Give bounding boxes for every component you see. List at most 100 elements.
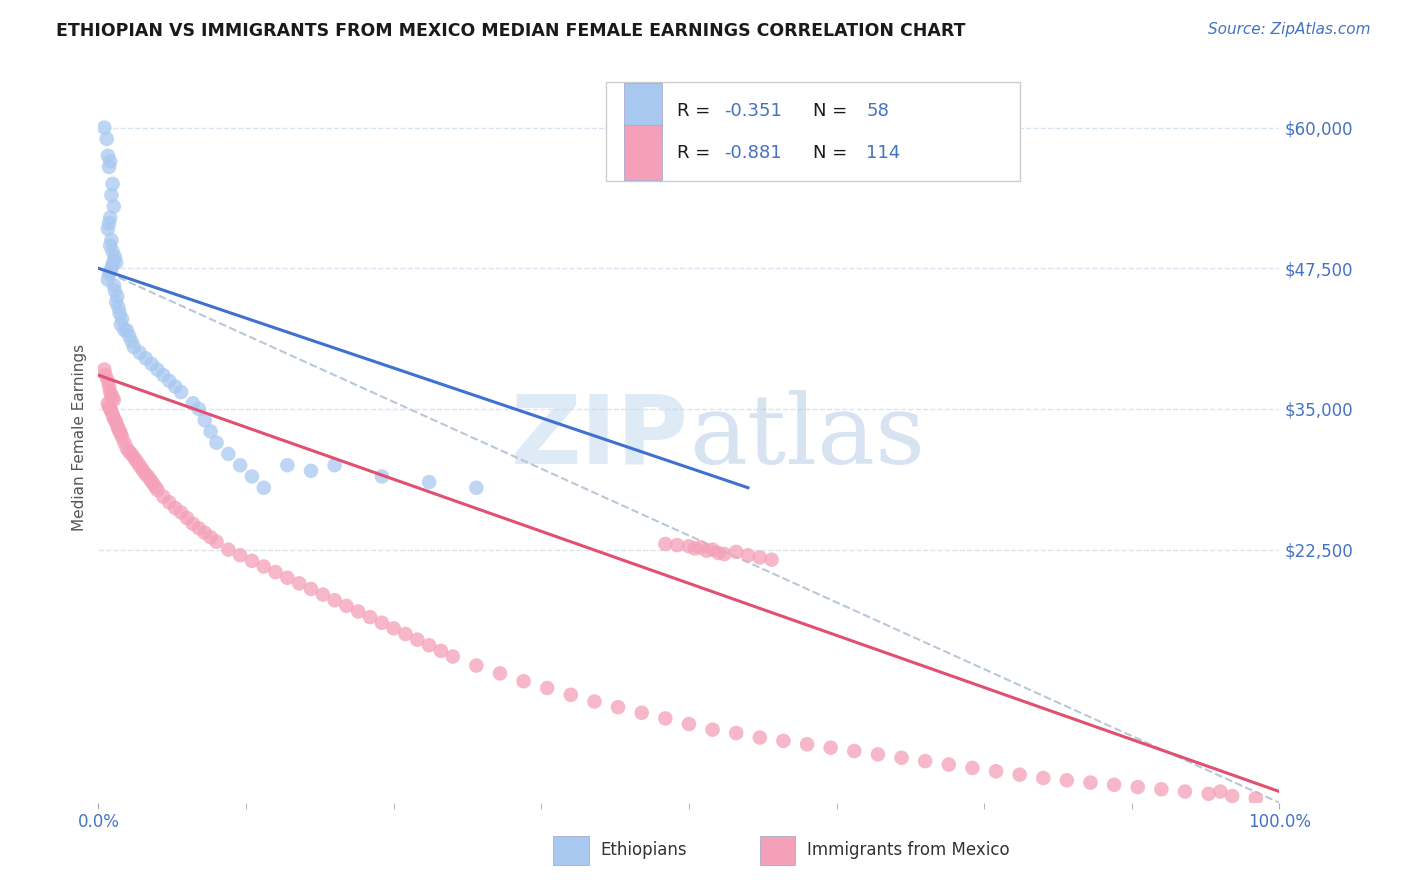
Point <box>146 483 169 497</box>
Y-axis label: Median Female Earnings: Median Female Earnings <box>72 343 87 531</box>
Point <box>713 547 735 561</box>
Point <box>240 469 263 483</box>
Text: 114: 114 <box>866 144 900 161</box>
Point <box>560 688 582 702</box>
Text: N =: N = <box>813 144 853 161</box>
Point <box>205 534 228 549</box>
Point <box>121 334 143 349</box>
Point <box>105 289 128 303</box>
Point <box>962 761 984 775</box>
Point <box>111 430 134 444</box>
Point <box>118 328 141 343</box>
Point <box>121 447 143 461</box>
Point <box>678 717 700 731</box>
Point <box>157 374 180 388</box>
Point <box>761 553 783 567</box>
Point <box>702 723 724 737</box>
Point <box>110 318 132 332</box>
Point <box>299 464 322 478</box>
Point <box>97 149 120 163</box>
Point <box>141 357 163 371</box>
Point <box>441 649 464 664</box>
Point <box>103 253 125 268</box>
Point <box>128 345 150 359</box>
Point <box>229 458 252 473</box>
Point <box>98 239 121 253</box>
Point <box>107 301 129 315</box>
Point <box>115 442 138 456</box>
Point <box>1220 789 1243 803</box>
Point <box>97 272 120 286</box>
Point <box>112 435 135 450</box>
Point <box>371 615 394 630</box>
Text: Ethiopians: Ethiopians <box>600 841 688 859</box>
Point <box>253 559 276 574</box>
Point <box>1150 782 1173 797</box>
Point <box>465 481 488 495</box>
Point <box>118 444 141 458</box>
Point <box>748 550 770 565</box>
Point <box>104 250 127 264</box>
Point <box>152 490 174 504</box>
Point <box>696 543 718 558</box>
Point <box>866 747 889 762</box>
Point <box>288 576 311 591</box>
Point <box>97 396 120 410</box>
Point <box>152 368 174 383</box>
Point <box>97 222 120 236</box>
Point <box>984 764 1007 779</box>
Point <box>914 754 936 768</box>
Point <box>689 541 711 555</box>
Point <box>418 638 440 652</box>
Point <box>105 416 128 430</box>
Point <box>104 413 127 427</box>
Point <box>135 351 157 366</box>
Point <box>683 541 706 556</box>
Text: -0.881: -0.881 <box>724 144 782 161</box>
Point <box>98 265 121 279</box>
Point <box>104 284 127 298</box>
Point <box>146 362 169 376</box>
Point <box>725 545 748 559</box>
Point <box>418 475 440 489</box>
Point <box>100 233 122 247</box>
Point <box>139 473 162 487</box>
Point <box>359 610 381 624</box>
Point <box>110 426 132 441</box>
Point <box>264 565 287 579</box>
Point <box>666 538 689 552</box>
Bar <box>624 125 662 180</box>
Point <box>93 120 115 135</box>
Point <box>103 278 125 293</box>
Point <box>536 681 558 695</box>
Point <box>489 666 512 681</box>
Point <box>181 396 204 410</box>
Point <box>1056 773 1078 788</box>
Point <box>512 674 534 689</box>
Point <box>98 400 121 414</box>
Point <box>299 582 322 596</box>
Point <box>406 632 429 647</box>
Point <box>1198 787 1220 801</box>
Point <box>820 740 842 755</box>
Text: atlas: atlas <box>689 390 925 484</box>
Point <box>394 627 416 641</box>
Point <box>1032 771 1054 785</box>
Point <box>217 542 239 557</box>
Point <box>100 188 122 202</box>
Point <box>335 599 357 613</box>
Text: R =: R = <box>678 144 716 161</box>
Point <box>240 554 263 568</box>
Point <box>187 521 209 535</box>
Point <box>737 548 759 562</box>
Point <box>100 404 122 418</box>
Point <box>725 726 748 740</box>
Point <box>98 379 121 393</box>
Point <box>654 537 676 551</box>
Text: ZIP: ZIP <box>510 391 689 483</box>
Point <box>1209 784 1232 798</box>
Point <box>796 737 818 751</box>
Point <box>276 458 298 473</box>
Point <box>103 411 125 425</box>
Point <box>157 495 180 509</box>
